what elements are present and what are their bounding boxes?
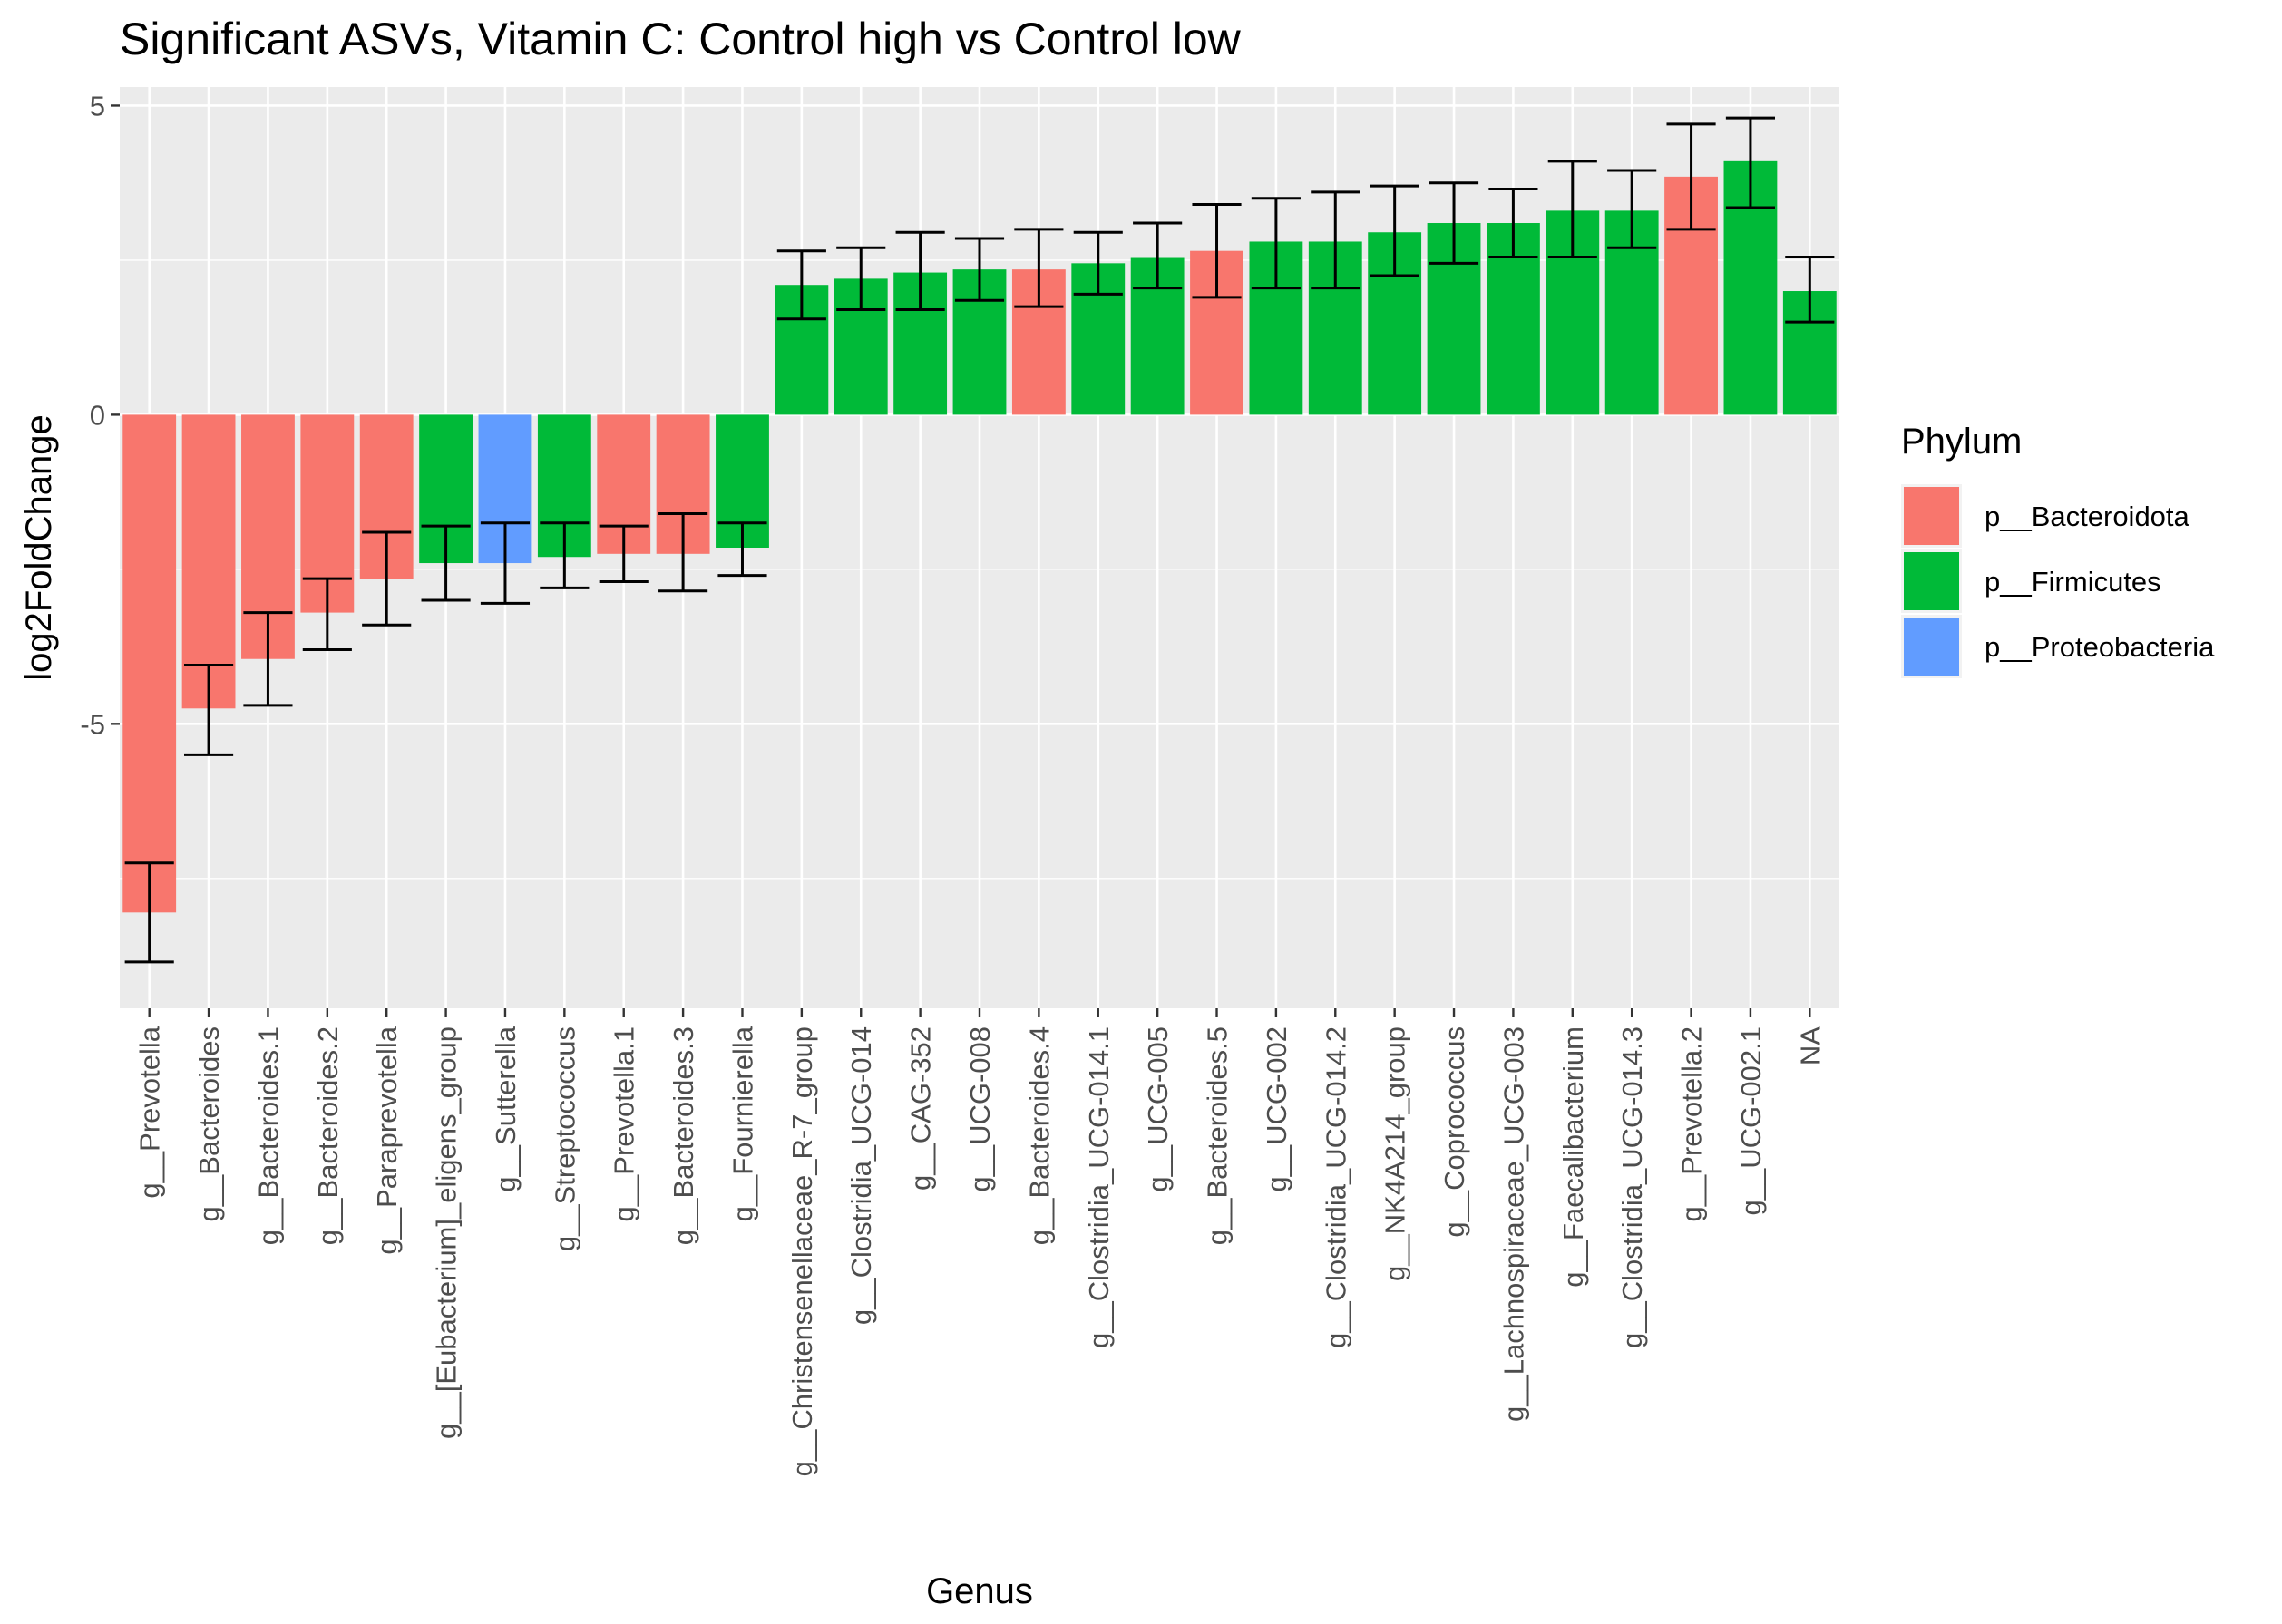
legend-swatch — [1904, 552, 1959, 610]
error-bar — [421, 524, 471, 602]
x-tick-label: g__Faecalibacterium — [1557, 1026, 1589, 1288]
x-tick-label: g__Clostridia_UCG-014.3 — [1616, 1026, 1648, 1348]
y-tick-label: -5 — [80, 708, 105, 740]
legend-swatch — [1904, 618, 1959, 676]
error-bar — [1073, 230, 1123, 296]
x-tick-label: NA — [1794, 1026, 1826, 1065]
x-tick-label: g__NK4A214_group — [1380, 1026, 1411, 1281]
error-bar — [1251, 197, 1301, 290]
y-axis-title: log2FoldChange — [19, 414, 59, 681]
legend-item: p__Firmicutes — [1901, 549, 2161, 613]
error-bar — [1666, 122, 1716, 231]
error-bar — [1192, 203, 1242, 299]
x-tick-label: g__Fournierella — [727, 1026, 758, 1221]
y-tick-label: 0 — [90, 399, 105, 431]
legend-swatch — [1904, 487, 1959, 545]
bar — [122, 414, 177, 913]
error-bar — [776, 249, 826, 321]
x-tick-label: g__Clostridia_UCG-014 — [845, 1026, 877, 1325]
error-bar — [1725, 116, 1775, 209]
x-tick-label: g__Lachnospiraceae_UCG-003 — [1497, 1026, 1529, 1422]
x-tick-label: g__Paraprevotella — [371, 1026, 403, 1254]
error-bar — [124, 861, 174, 964]
error-bar — [658, 511, 708, 593]
error-bar — [1547, 160, 1597, 259]
legend-label: p__Proteobacteria — [1985, 631, 2215, 663]
x-tick-label: g__Sutterella — [490, 1026, 522, 1191]
error-bar — [243, 611, 293, 707]
error-bar — [540, 521, 590, 589]
error-bar — [1429, 181, 1479, 265]
error-bar — [480, 521, 531, 605]
x-tick-label: g__Bacteroides — [193, 1026, 225, 1221]
x-tick-label: g__Christensenellaceae_R-7_group — [786, 1026, 818, 1476]
legend: Phylum p__Bacteroidota p__Firmicutes p__Pr… — [1901, 422, 2215, 678]
x-tick-label: g__Bacteroides.3 — [668, 1026, 699, 1245]
y-tick-label: 5 — [90, 90, 105, 122]
x-tick-label: g__Prevotella.1 — [609, 1026, 640, 1221]
error-bar — [1014, 228, 1064, 308]
bar — [181, 414, 236, 709]
x-axis-title: Genus — [926, 1571, 1033, 1611]
x-tick-label: g__Bacteroides.2 — [312, 1026, 344, 1245]
error-bar — [1311, 190, 1360, 290]
x-tick-label: g__CAG-352 — [905, 1026, 937, 1191]
error-bar — [599, 524, 649, 584]
x-tick-label: g__Prevotella.2 — [1676, 1026, 1708, 1221]
error-bar — [184, 664, 234, 756]
legend-label: p__Bacteroidota — [1985, 501, 2190, 532]
x-tick-label: g__Clostridia_UCG-014.1 — [1083, 1026, 1115, 1348]
error-bar — [954, 237, 1005, 302]
x-tick-label: g__UCG-002.1 — [1735, 1026, 1767, 1216]
x-tick-label: g__[Eubacterium]_eligens_group — [431, 1026, 463, 1439]
error-bar — [836, 246, 886, 311]
x-tick-label: g__Bacteroides.5 — [1202, 1026, 1234, 1245]
x-tick-label: g__UCG-008 — [964, 1026, 996, 1192]
error-bar — [895, 230, 945, 311]
legend-label: p__Firmicutes — [1985, 566, 2161, 598]
error-bar — [302, 577, 352, 652]
error-bar — [1488, 188, 1538, 259]
x-tick-label: g__Bacteroides.1 — [252, 1026, 284, 1245]
x-tick-label: g__UCG-005 — [1142, 1026, 1174, 1192]
error-bar — [1607, 169, 1657, 249]
error-bar — [362, 530, 412, 627]
x-tick-label: g__Streptococcus — [549, 1026, 580, 1251]
x-axis: g__Prevotella g__Bacteroides g__Bacteroide… — [134, 1008, 1826, 1476]
error-bar — [1785, 256, 1835, 324]
chart-title: Significant ASVs, Vitamin C: Control hig… — [120, 14, 1242, 64]
x-tick-label: g__Prevotella — [134, 1026, 166, 1198]
x-tick-label: g__Coprococcus — [1438, 1026, 1470, 1238]
y-axis: 5 0 -5 — [80, 90, 120, 740]
error-bar — [717, 521, 767, 578]
legend-item: p__Bacteroidota — [1901, 484, 2190, 548]
x-tick-label: g__UCG-002 — [1261, 1026, 1292, 1192]
legend-item: p__Proteobacteria — [1901, 615, 2215, 678]
error-bars — [124, 116, 1835, 964]
x-tick-label: g__Clostridia_UCG-014.2 — [1320, 1026, 1351, 1348]
error-bar — [1370, 184, 1419, 277]
legend-title: Phylum — [1901, 422, 2022, 462]
error-bar — [1133, 221, 1183, 290]
x-tick-label: g__Bacteroides.4 — [1023, 1026, 1055, 1245]
